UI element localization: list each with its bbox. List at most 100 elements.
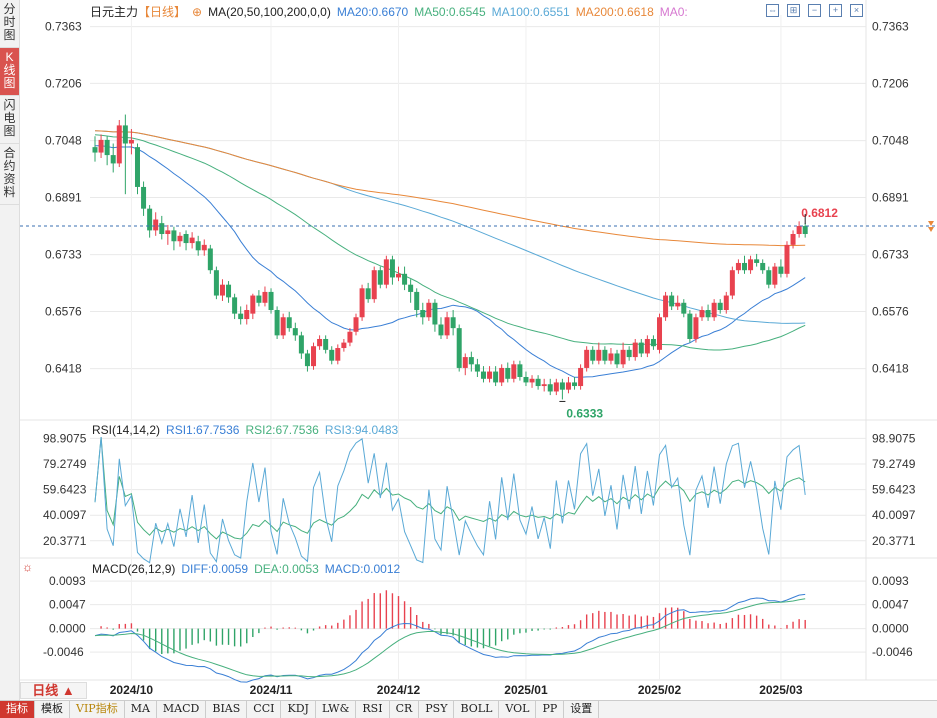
- candle-body: [426, 302, 432, 318]
- close-icon[interactable]: ×: [850, 4, 863, 17]
- ma200-line: [94, 130, 806, 247]
- indicator-tab-3[interactable]: MA: [125, 701, 157, 718]
- low-price-label: 0.6333: [566, 406, 603, 420]
- macd-tick-label-left: 0.0000: [49, 622, 86, 636]
- indicator-tab-11[interactable]: PSY: [419, 701, 455, 718]
- candle-body: [748, 259, 754, 271]
- candle-body: [657, 317, 663, 350]
- indicator-tab-12[interactable]: BOLL: [454, 701, 500, 718]
- candle-body: [444, 317, 450, 336]
- settings-icon[interactable]: ☼: [22, 560, 33, 574]
- grid-icon[interactable]: ⊞: [787, 4, 800, 17]
- indicator-tab-14[interactable]: PP: [536, 701, 565, 718]
- candle-body: [347, 331, 353, 343]
- candle-body: [772, 266, 778, 285]
- candle-body: [505, 367, 511, 379]
- candle-body: [499, 367, 505, 383]
- candle-body: [177, 235, 183, 242]
- kline-chart[interactable]: 0.7363 0.7363 0.7206 0.7206 0.7048 0.7048 0.68…: [0, 0, 937, 700]
- candle-body: [353, 317, 359, 332]
- candle-body: [147, 208, 153, 231]
- candle-body: [584, 349, 590, 368]
- candle-body: [232, 297, 238, 314]
- candle-body: [341, 342, 347, 349]
- candle-body: [760, 262, 766, 271]
- ma200-value: MA200:0.6618: [575, 5, 654, 19]
- ma100-value: MA100:0.6551: [491, 5, 570, 19]
- diff-value: DIFF:0.0059: [181, 562, 249, 576]
- expand-icon[interactable]: ⇔: [766, 4, 779, 17]
- x-tick-label: 2024/10: [110, 683, 154, 697]
- candle-body: [134, 147, 140, 187]
- indicator-tab-5[interactable]: BIAS: [206, 701, 248, 718]
- candle-body: [110, 155, 116, 164]
- candle-body: [723, 295, 729, 311]
- plus-icon[interactable]: +: [829, 4, 842, 17]
- indicator-tab-0[interactable]: 指标: [0, 701, 35, 718]
- candle-body: [256, 295, 262, 303]
- side-tab-3[interactable]: 合约资料: [0, 144, 19, 205]
- candle-body: [784, 244, 790, 274]
- candle-body: [153, 219, 159, 231]
- indicator-tab-1[interactable]: 模板: [35, 701, 70, 718]
- candle-body: [553, 382, 559, 392]
- y-tick-label-left: 0.6576: [45, 304, 82, 318]
- macd-tick-label-left: 0.0047: [49, 598, 86, 612]
- y-tick-label-right: 0.7206: [872, 76, 909, 90]
- y-tick-label-left: 0.6891: [45, 190, 82, 204]
- ma-params[interactable]: MA(20,50,100,200,0,0): [208, 5, 331, 19]
- candle-body: [438, 324, 444, 336]
- candle-body: [681, 302, 687, 314]
- candle-body: [620, 349, 626, 365]
- indicator-tab-4[interactable]: MACD: [157, 701, 207, 718]
- side-tab-2[interactable]: 闪电图: [0, 96, 19, 144]
- indicator-tab-10[interactable]: CR: [390, 701, 420, 718]
- candle-body: [159, 223, 165, 235]
- indicator-tab-6[interactable]: CCI: [247, 701, 282, 718]
- minus-icon[interactable]: −: [808, 4, 821, 17]
- candle-body: [171, 230, 177, 242]
- indicator-tab-7[interactable]: KDJ: [281, 701, 316, 718]
- y-tick-label-right: 0.6418: [872, 362, 909, 376]
- rsi-tick-label-right: 79.2749: [872, 457, 916, 471]
- ma20-value: MA20:0.6670: [336, 5, 409, 19]
- candle-body: [122, 125, 128, 144]
- macd-value: MACD:0.0012: [324, 562, 401, 576]
- y-tick-label-left: 0.6418: [45, 362, 82, 376]
- candle-body: [669, 295, 675, 307]
- candle-body: [317, 338, 323, 347]
- period-tag[interactable]: 【日线】: [138, 5, 187, 19]
- ma20-line: [95, 145, 806, 378]
- indicator-tab-15[interactable]: 设置: [564, 701, 600, 718]
- candle-body: [98, 139, 104, 153]
- candle-body: [389, 259, 395, 278]
- ma100-line: [94, 130, 806, 324]
- indicator-tab-9[interactable]: RSI: [356, 701, 390, 718]
- side-tab-0[interactable]: 分时图: [0, 0, 19, 48]
- y-tick-label-right: 0.7048: [872, 134, 909, 148]
- ma50-value: MA50:0.6545: [414, 5, 486, 19]
- candle-body: [802, 226, 808, 235]
- add-icon[interactable]: ⊕: [192, 5, 203, 19]
- candle-body: [195, 241, 201, 251]
- candle-body: [559, 382, 565, 390]
- candle-body: [565, 382, 571, 390]
- indicator-bar: 指标 模板 VIP指标 MA MACD BIAS CCI KDJ LW& RSI CR PSY BOLL…: [0, 700, 937, 718]
- rsi3-value: RSI3:94.0483: [324, 423, 399, 437]
- indicator-tab-13[interactable]: VOL: [499, 701, 537, 718]
- candle-body: [298, 335, 304, 354]
- rsi1-line: [94, 436, 806, 540]
- period-button[interactable]: 日线 ▲: [20, 682, 87, 699]
- high-price-label: 0.6812: [801, 206, 838, 220]
- ma0-value: MA0:: [659, 5, 688, 19]
- rsi2-value: RSI2:67.7536: [245, 423, 319, 437]
- indicator-tab-8[interactable]: LW&: [316, 701, 357, 718]
- candle-body: [450, 317, 456, 329]
- candle-body: [311, 346, 317, 367]
- candle-body: [201, 244, 207, 251]
- rsi-tick-label-right: 20.3771: [872, 534, 916, 548]
- candle-body: [402, 273, 408, 285]
- indicator-tab-2[interactable]: VIP指标: [70, 701, 125, 718]
- candle-body: [493, 371, 499, 383]
